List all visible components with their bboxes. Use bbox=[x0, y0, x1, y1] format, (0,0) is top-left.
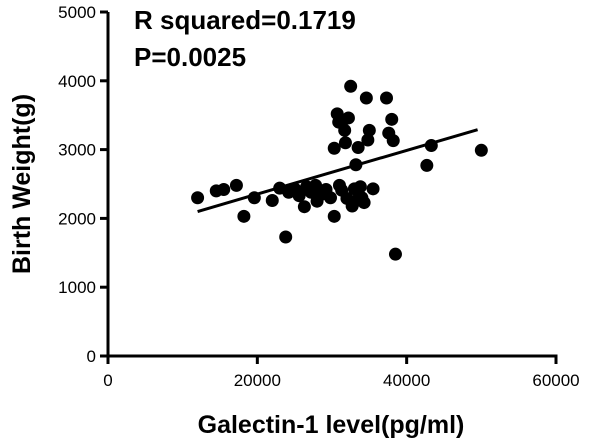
x-tick-label: 40000 bbox=[383, 371, 430, 390]
x-tick-label: 20000 bbox=[234, 371, 281, 390]
y-tick-label: 4000 bbox=[58, 72, 96, 91]
data-point bbox=[265, 194, 279, 208]
y-axis-title: Birth Weight(g) bbox=[8, 94, 36, 274]
r-squared-annotation: R squared=0.1719 bbox=[134, 5, 356, 35]
data-point bbox=[361, 133, 375, 147]
data-point bbox=[338, 136, 352, 150]
x-tick-label: 0 bbox=[103, 371, 112, 390]
data-point bbox=[237, 209, 251, 223]
axes bbox=[106, 12, 558, 358]
data-point bbox=[229, 178, 243, 192]
data-point bbox=[217, 183, 231, 197]
y-tick-label: 0 bbox=[87, 347, 96, 366]
data-point bbox=[353, 180, 367, 194]
data-point bbox=[338, 123, 352, 137]
data-point bbox=[279, 230, 293, 244]
data-point bbox=[191, 191, 205, 205]
y-tick-label: 2000 bbox=[58, 209, 96, 228]
p-value-annotation: P=0.0025 bbox=[134, 42, 246, 72]
data-point bbox=[357, 196, 371, 210]
data-point bbox=[380, 91, 394, 105]
data-point bbox=[385, 112, 399, 126]
data-point bbox=[327, 141, 341, 155]
data-point bbox=[359, 91, 373, 105]
data-points bbox=[191, 79, 488, 261]
data-point bbox=[297, 200, 311, 214]
data-point bbox=[474, 143, 488, 157]
data-point bbox=[388, 247, 402, 261]
ticks: 0 1000 2000 3000 4000 5000 0 20000 40000 60000 bbox=[58, 3, 579, 390]
data-point bbox=[349, 158, 363, 172]
data-point bbox=[386, 134, 400, 148]
data-point bbox=[362, 123, 376, 137]
data-point bbox=[327, 209, 341, 223]
data-point bbox=[344, 79, 358, 93]
x-tick-label: 60000 bbox=[532, 371, 579, 390]
y-tick-label: 1000 bbox=[58, 278, 96, 297]
x-axis-title: Galectin-1 level(pg/ml) bbox=[198, 411, 465, 439]
data-point bbox=[420, 158, 434, 172]
y-tick-label: 3000 bbox=[58, 141, 96, 160]
data-point bbox=[424, 138, 438, 152]
y-tick-label: 5000 bbox=[58, 3, 96, 22]
data-point bbox=[324, 191, 338, 205]
data-point bbox=[341, 111, 355, 125]
data-point bbox=[247, 191, 261, 205]
data-point bbox=[366, 182, 380, 196]
data-point bbox=[292, 189, 306, 203]
data-point bbox=[351, 141, 365, 155]
